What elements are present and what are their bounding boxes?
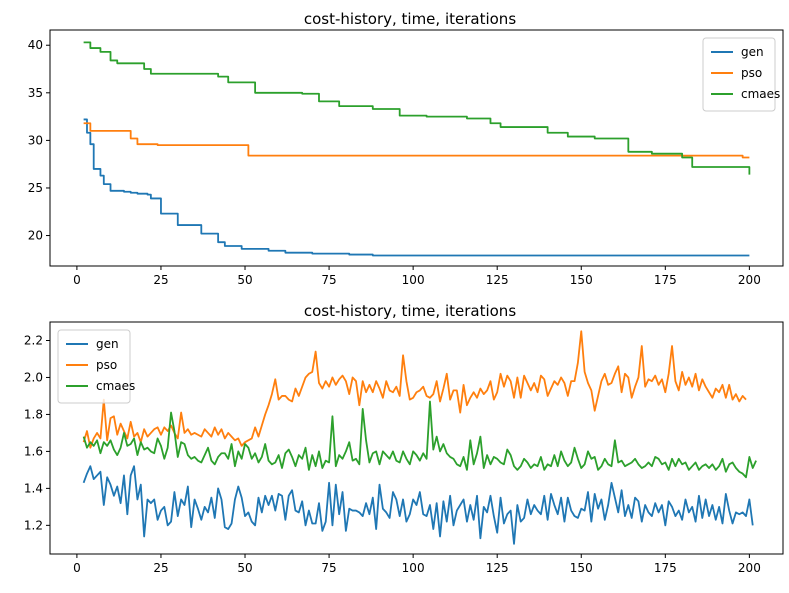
top-chart-xtick-label: 50 [237, 273, 252, 287]
bottom-chart-ytick-label: 1.4 [24, 481, 43, 495]
top-chart-frame [49, 29, 784, 267]
bottom-chart-ytick-label: 1.6 [24, 444, 43, 458]
bottom-chart-ytick-label: 1.2 [24, 518, 43, 532]
bottom-chart-legend: gen pso cmaes [57, 329, 135, 404]
top-chart-legend-label-pso: pso [741, 66, 762, 80]
bottom-chart-legend-label-pso: pso [96, 358, 117, 372]
top-chart-series-gen [83, 118, 750, 257]
top-chart-series-cmaes [83, 41, 751, 175]
bottom-chart-legend-label-cmaes: cmaes [96, 379, 135, 393]
top-chart-legend-box [702, 37, 776, 112]
bottom-chart-xtick-label: 150 [570, 561, 593, 575]
bottom-chart-legend-box [57, 329, 131, 404]
bottom-chart-xtick-label: 0 [73, 561, 81, 575]
top-chart-ticks: 0 25 50 75 100 125 150 175 200 20 25 30 35 40 [28, 38, 761, 287]
bottom-chart-xtick-label: 75 [321, 561, 336, 575]
top-chart-xtick-label: 75 [321, 273, 336, 287]
top-chart-ytick-label: 30 [28, 133, 43, 147]
bottom-chart-lines [82, 330, 757, 545]
bottom-chart-title: cost-history, time, iterations [304, 302, 516, 320]
bottom-chart-series-cmaes [82, 400, 757, 479]
bottom-chart-xtick-label: 175 [654, 561, 677, 575]
top-chart-legend-label-cmaes: cmaes [741, 87, 780, 101]
top-chart-ytick-label: 35 [28, 86, 43, 100]
top-chart-legend-label-gen: gen [741, 45, 764, 59]
bottom-chart-ytick-label: 1.8 [24, 407, 43, 421]
bottom-chart-ticks: 0 25 50 75 100 125 150 175 200 1.2 1.4 1.6 1.8 2.0 2.2 [24, 333, 761, 575]
top-chart: cost-history, time, iterations 0 25 50 75 10… [28, 10, 784, 287]
top-chart-xtick-label: 150 [570, 273, 593, 287]
bottom-chart-legend-label-gen: gen [96, 337, 119, 351]
bottom-chart-xtick-label: 125 [486, 561, 509, 575]
top-chart-xtick-label: 0 [73, 273, 81, 287]
top-chart-xtick-label: 125 [486, 273, 509, 287]
top-chart-legend: gen pso cmaes [702, 37, 780, 112]
bottom-chart-xtick-label: 200 [738, 561, 761, 575]
bottom-chart-series-pso [82, 330, 747, 449]
top-chart-title: cost-history, time, iterations [304, 10, 516, 28]
bottom-chart-ytick-label: 2.2 [24, 333, 43, 347]
top-chart-lines [83, 41, 751, 257]
top-chart-ytick-label: 20 [28, 229, 43, 243]
top-chart-xtick-label: 25 [153, 273, 168, 287]
top-chart-xtick-label: 200 [738, 273, 761, 287]
bottom-chart-series-gen [82, 465, 754, 545]
bottom-chart-xtick-label: 50 [237, 561, 252, 575]
top-chart-xtick-label: 175 [654, 273, 677, 287]
top-chart-ytick-label: 25 [28, 181, 43, 195]
top-chart-ytick-label: 40 [28, 38, 43, 52]
bottom-chart-frame [49, 321, 784, 555]
bottom-chart-xtick-label: 25 [153, 561, 168, 575]
top-chart-series-pso [83, 122, 750, 159]
bottom-chart-xtick-label: 100 [402, 561, 425, 575]
top-chart-xtick-label: 100 [402, 273, 425, 287]
bottom-chart-ytick-label: 2.0 [24, 370, 43, 384]
bottom-chart: cost-history, time, iterations 0 25 50 75 10… [24, 302, 784, 575]
